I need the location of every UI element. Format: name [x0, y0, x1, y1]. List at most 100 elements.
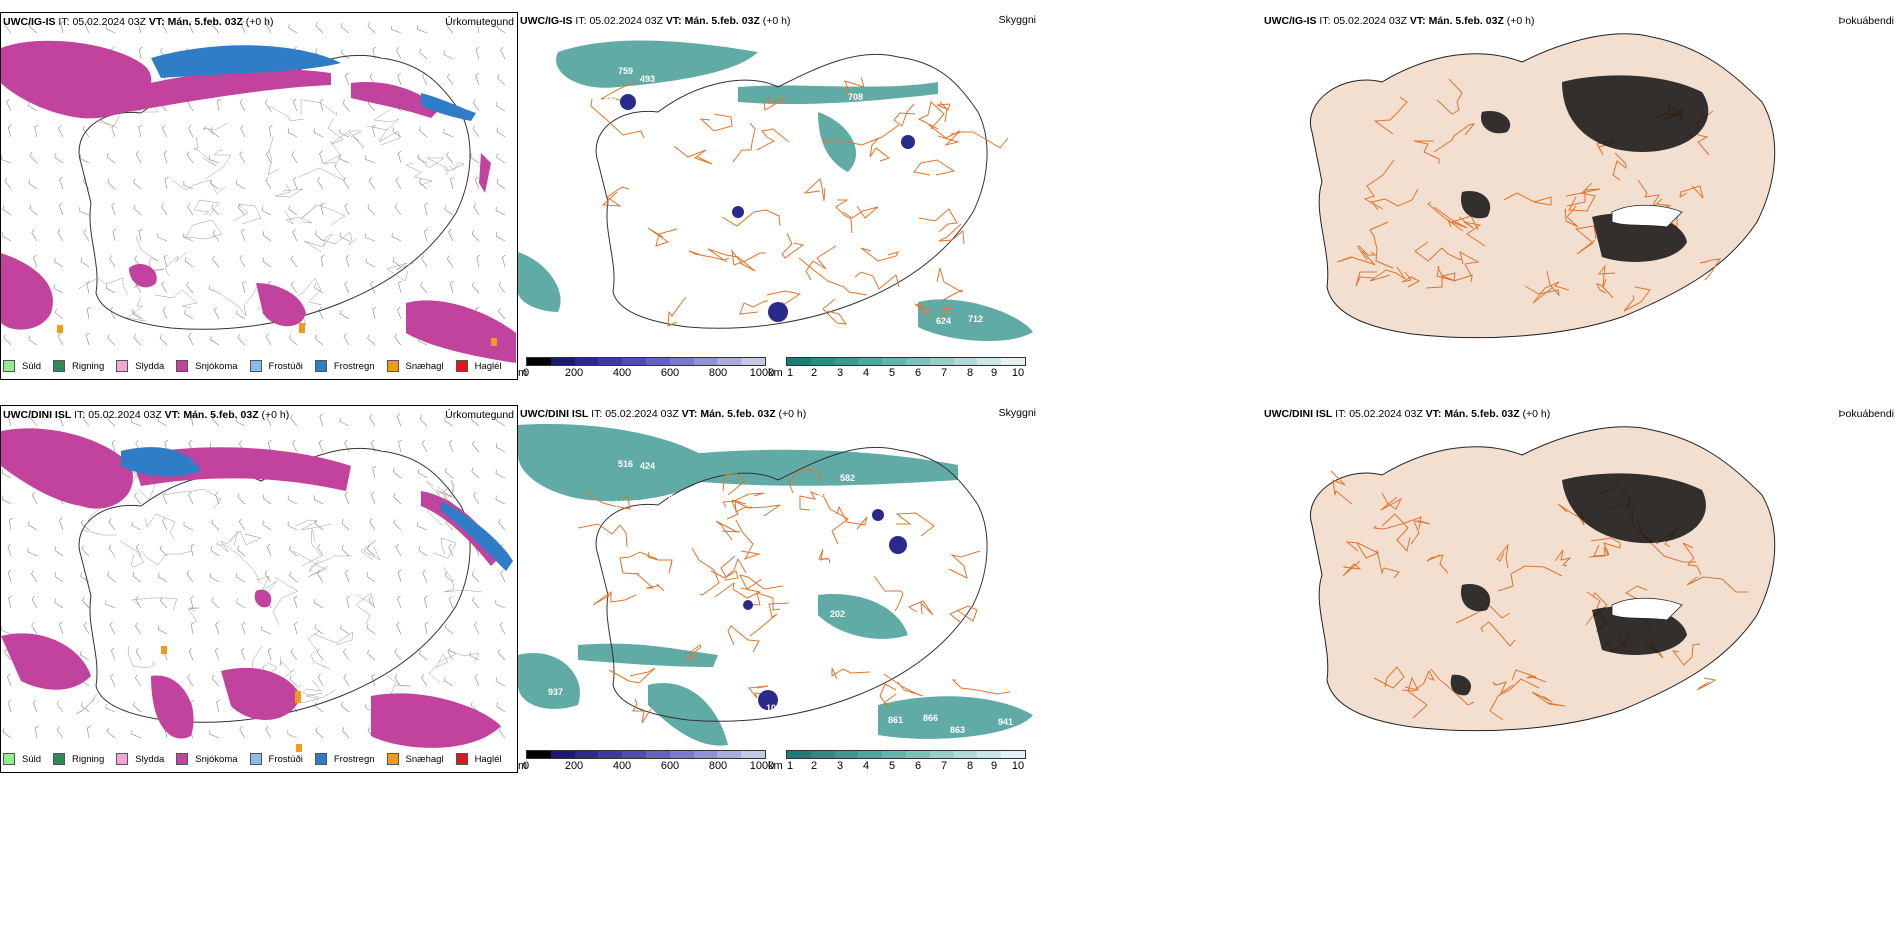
colorbar-unit: km — [768, 367, 783, 379]
low-visibility-km — [518, 424, 1033, 746]
visibility-value-label: 863 — [668, 493, 683, 503]
colorbar-unit: m — [518, 367, 528, 379]
precip-legend: Súld Rigning Slydda Snjókoma Frostúði Fr… — [3, 360, 514, 372]
legend-item: Haglél — [455, 360, 502, 372]
visibility-value-label: 202 — [830, 609, 845, 619]
legend-item: Slydda — [116, 360, 164, 372]
glaciers — [1611, 597, 1683, 621]
colorbar-tick: 400 — [612, 760, 632, 772]
fog-map-svg — [1310, 426, 1776, 732]
visibility-value-label: 443 — [613, 499, 628, 509]
colorbar-swatches — [526, 750, 766, 759]
legend-swatch — [116, 753, 129, 765]
panel-title: UWC/IG-IS IT: 05.02.2024 03Z VT: Mán. 5.… — [3, 16, 274, 28]
visibility-value-label: 937 — [548, 687, 563, 697]
panel-product-title: Skyggni — [998, 407, 1036, 419]
colorbar-swatches — [786, 750, 1026, 759]
colorbar-tick: 1 — [786, 367, 794, 379]
roads — [77, 94, 465, 326]
colorbar-tick: 2 — [810, 760, 818, 772]
legend-item: Snjókoma — [176, 360, 238, 372]
legend-swatch — [314, 360, 327, 372]
colorbar-unit: km — [768, 760, 783, 772]
panel-title: UWC/DINI ISL IT: 05.02.2024 03Z VT: Mán.… — [1264, 408, 1551, 420]
colorbar-tick: 8 — [966, 367, 974, 379]
visibility-value-label: 516 — [618, 459, 633, 469]
snow-grain-areas — [57, 323, 497, 346]
visibility-value-label: 340 — [768, 681, 783, 691]
colorbar-tick: 4 — [862, 760, 870, 772]
legend-item: Snæhagl — [386, 753, 444, 765]
low-visibility-m — [620, 94, 915, 322]
legend-swatch — [116, 360, 129, 372]
visibility-value-label: 866 — [923, 713, 938, 723]
colorbar-tick: 10 — [1011, 760, 1025, 772]
precip-map-row1: UWC/IG-IS IT: 05.02.2024 03Z VT: Mán. 5.… — [0, 12, 518, 380]
colorbar-tick: 600 — [660, 367, 680, 379]
colorbar-swatches — [526, 357, 766, 366]
freezing-rain-areas — [121, 447, 513, 571]
colorbar-tick: 400 — [612, 367, 632, 379]
panel-product-title: Þokuábendi — [1838, 408, 1894, 420]
legend-item: Frostúði — [249, 753, 303, 765]
legend-item: Frostregn — [314, 360, 375, 372]
glaciers — [1611, 204, 1683, 228]
visibility-colorbar-m: 0 200 400 600 800 1000 m — [518, 750, 774, 772]
legend-swatch — [314, 753, 327, 765]
visibility-map-row1: UWC/IG-IS IT: 05.02.2024 03Z VT: Mán. 5.… — [518, 12, 1038, 380]
panel-title: UWC/IG-IS IT: 05.02.2024 03Z VT: Mán. 5.… — [520, 15, 791, 27]
colorbar-tick: 0 — [522, 367, 530, 379]
legend-swatch — [455, 360, 468, 372]
visibility-value-label: 708 — [848, 92, 863, 102]
legend-swatch — [249, 753, 262, 765]
colorbar-tick: 9 — [990, 760, 998, 772]
colorbar-tick: 800 — [708, 760, 728, 772]
visibility-colorbar-m: 0 200 400 600 800 1000 m — [518, 357, 774, 379]
iceland-land — [1310, 33, 1776, 339]
iceland-outline — [595, 53, 988, 329]
legend-item: Rigning — [53, 753, 104, 765]
colorbar-tick: 7 — [940, 367, 948, 379]
roads — [590, 76, 1009, 327]
visibility-value-label: 306 — [604, 96, 619, 106]
visibility-map-svg: 759 493 306 715 708 287 630 624 712 — [518, 40, 1033, 349]
low-visibility-m — [743, 509, 907, 710]
legend-swatch — [53, 753, 66, 765]
legend-item: Haglél — [455, 753, 502, 765]
visibility-value-label: 863 — [950, 725, 965, 735]
visibility-value-label: 397 — [818, 489, 833, 499]
legend-item: Súld — [3, 753, 41, 765]
colorbar-tick: 1000 — [749, 367, 775, 379]
visibility-value-label: 759 — [618, 66, 633, 76]
colorbar-tick: 4 — [862, 367, 870, 379]
legend-swatch — [176, 360, 189, 372]
roads — [577, 468, 1011, 724]
visibility-value-labels: 516 424 443 863 582 399 397 202 340 103 … — [548, 459, 1013, 739]
panel-product-title: Úrkomutegund — [445, 16, 514, 28]
colorbar-tick: 200 — [564, 367, 584, 379]
legend-swatch — [3, 753, 15, 765]
precip-legend: Súld Rigning Slydda Snjókoma Frostúði Fr… — [3, 753, 514, 765]
visibility-value-label: 493 — [640, 74, 655, 84]
colorbar-tick: 0 — [522, 760, 530, 772]
precip-map-row2: UWC/DINI ISL IT: 05.02.2024 03Z VT: Mán.… — [0, 405, 518, 773]
legend-swatch — [386, 753, 399, 765]
legend-item: Slydda — [116, 753, 164, 765]
colorbar-tick: 8 — [966, 760, 974, 772]
colorbar-tick: 6 — [914, 367, 922, 379]
low-visibility-km — [518, 40, 1033, 342]
visibility-colorbar-km: 1 2 3 4 5 6 7 8 9 10 km — [768, 357, 1026, 379]
fog-map-row2: UWC/DINI ISL IT: 05.02.2024 03Z VT: Mán.… — [1262, 405, 1900, 773]
legend-item: Snjókoma — [176, 753, 238, 765]
visibility-colorbar-km: 1 2 3 4 5 6 7 8 9 10 km — [768, 750, 1026, 772]
colorbar-tick: 1000 — [749, 760, 775, 772]
colorbar-tick: 10 — [1011, 367, 1025, 379]
visibility-value-label: 715 — [658, 92, 673, 102]
legend-item: Snæhagl — [386, 360, 444, 372]
precip-map-svg — [1, 20, 516, 363]
panel-product-title: Úrkomutegund — [445, 409, 514, 421]
snow-grain-areas — [161, 646, 302, 752]
visibility-map-svg: 516 424 443 863 582 399 397 202 340 103 … — [518, 424, 1033, 746]
legend-swatch — [455, 753, 468, 765]
legend-swatch — [3, 360, 15, 372]
